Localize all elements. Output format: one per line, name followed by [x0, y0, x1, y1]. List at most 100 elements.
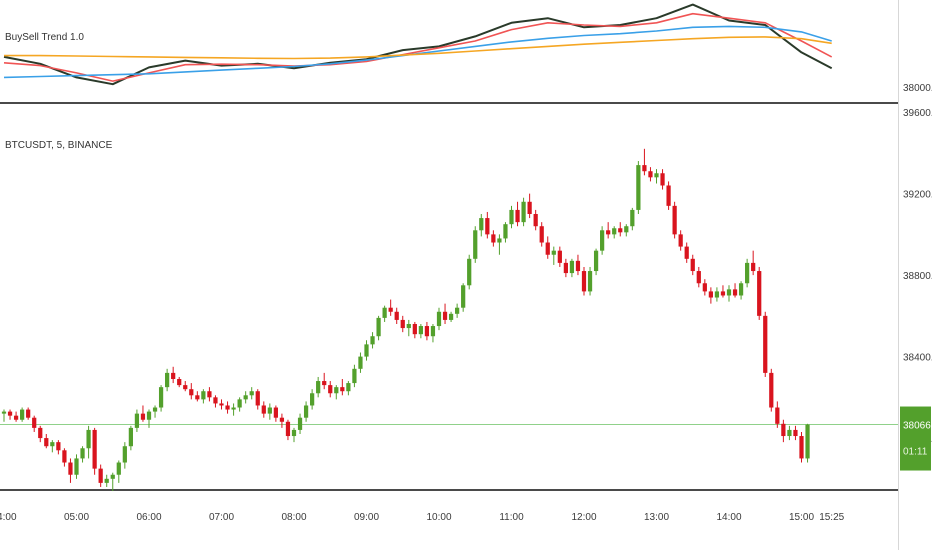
candle-body — [539, 226, 544, 243]
indicator-pane[interactable]: BuySell Trend 1.0 38000.00 — [3, 3, 932, 94]
candle — [666, 181, 671, 210]
candle — [38, 425, 43, 443]
candle — [328, 381, 333, 398]
candle-body — [32, 417, 37, 428]
candle-body — [316, 381, 321, 394]
candle-body — [261, 405, 266, 414]
candle-body — [207, 391, 212, 398]
candle-body — [382, 307, 387, 318]
candle — [110, 472, 115, 492]
pane-separator-bottom — [0, 489, 898, 491]
candle — [569, 258, 575, 278]
candle-body — [13, 415, 19, 420]
candle — [430, 324, 436, 343]
candle — [751, 250, 756, 276]
candle — [527, 193, 532, 219]
candle-body — [787, 429, 792, 437]
candle — [654, 169, 659, 184]
candle — [757, 266, 762, 320]
candle — [7, 409, 13, 420]
candle-body — [702, 283, 707, 292]
time-tick-label: 07:00 — [209, 512, 234, 523]
candle — [587, 266, 593, 296]
candle — [648, 167, 653, 182]
candle — [310, 389, 315, 410]
candle — [690, 254, 695, 276]
candle-body — [146, 411, 152, 420]
candle-body — [666, 185, 671, 206]
candle-body — [297, 417, 303, 430]
candle — [316, 376, 321, 398]
candle — [382, 305, 387, 322]
candle — [720, 285, 726, 298]
candle-body — [364, 344, 369, 357]
candle — [376, 315, 381, 341]
candle-body — [455, 307, 460, 314]
time-axis[interactable]: 04:00 05:00 06:00 07:00 08:00 09:00 10:00 11:00… — [0, 512, 845, 523]
candle — [68, 458, 73, 483]
candle-body — [189, 389, 194, 396]
candle-body — [346, 383, 351, 392]
candle-body — [243, 395, 248, 400]
candle — [165, 368, 170, 392]
candle-body — [165, 372, 170, 388]
candle — [80, 446, 85, 463]
candle — [122, 442, 127, 469]
indicator-series-line — [3, 25, 832, 79]
candle — [581, 266, 587, 296]
candle-body — [291, 429, 297, 437]
candle-body — [497, 238, 502, 243]
candle-body — [134, 413, 140, 428]
candle-body — [485, 218, 490, 235]
candle — [448, 311, 454, 322]
candle-body — [237, 399, 242, 408]
price-scale-border — [898, 0, 899, 550]
candle-body — [68, 462, 73, 475]
candle-body — [406, 324, 411, 329]
badge-price-text: 38066.52 — [903, 421, 932, 432]
candle — [303, 401, 309, 422]
candle — [636, 161, 641, 214]
candle-body — [569, 260, 575, 274]
candle — [334, 385, 339, 400]
candle — [370, 332, 375, 349]
candle-body — [255, 391, 260, 406]
candle-body — [231, 407, 236, 410]
candle-body — [684, 246, 689, 259]
candle-body — [7, 411, 13, 416]
candle-body — [581, 271, 587, 292]
candle — [424, 321, 430, 341]
indicator-series-line — [4, 36, 832, 60]
candle — [702, 279, 707, 296]
candle — [50, 440, 55, 453]
candle-body — [738, 283, 744, 296]
candle — [56, 440, 61, 455]
candle — [32, 415, 37, 432]
candle-body — [732, 289, 738, 296]
candle — [279, 413, 285, 428]
price-tick-label: 38400.00 — [903, 353, 932, 364]
candle-body — [473, 230, 478, 259]
candle-body — [533, 214, 538, 227]
candle-body — [110, 474, 115, 479]
candle-body — [285, 421, 291, 437]
pane-separator-top[interactable] — [0, 102, 898, 104]
price-pane[interactable]: BTCUSDT, 5, BINANCE — [0, 140, 898, 492]
candle-body — [358, 356, 363, 369]
candle-body — [696, 271, 701, 284]
candle — [412, 321, 417, 339]
candle-body — [642, 165, 647, 172]
candle-body — [545, 242, 550, 255]
candle-body — [376, 317, 381, 337]
candle — [521, 197, 526, 227]
candle-body — [442, 311, 448, 320]
candle-body — [424, 326, 430, 337]
candle-body — [273, 407, 278, 418]
candle — [44, 434, 49, 449]
candle-body — [805, 424, 810, 459]
symbol-title: BTCUSDT, 5, BINANCE — [5, 140, 113, 151]
candle-body — [527, 201, 532, 214]
indicator-series-line — [3, 12, 833, 82]
